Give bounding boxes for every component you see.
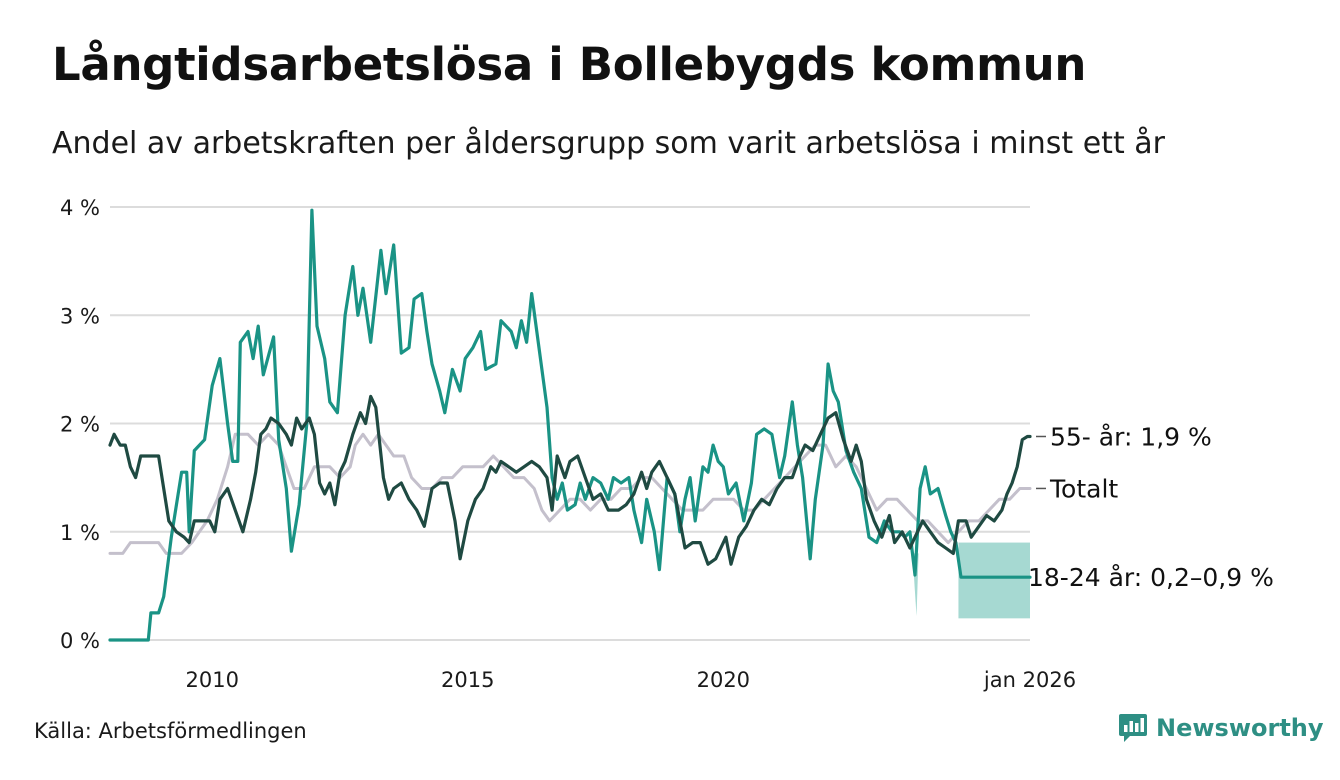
chart-title: Långtidsarbetslösa i Bollebygds kommun bbox=[52, 38, 1087, 91]
newsworthy-logo-icon bbox=[1119, 714, 1147, 742]
brand-name: Newsworthy bbox=[1156, 714, 1324, 742]
brand-logo[interactable]: Newsworthy bbox=[1118, 712, 1324, 744]
series-line-55-r bbox=[108, 394, 1032, 566]
chart-subtitle: Andel av arbetskraften per åldersgrupp s… bbox=[52, 126, 1165, 161]
line-chart: 0 % 1 % 2 % 3 % 4 % 2010 2015 2020 jan 2026 Tota… bbox=[60, 196, 1274, 692]
grid-layer: 0 % 1 % 2 % 3 % 4 % 2010 2015 2020 jan 2026 bbox=[60, 196, 1076, 692]
series-label-18-24: 18-24 år: 0,2–0,9 % bbox=[1028, 563, 1274, 592]
series-label-55: 55- år: 1,9 % bbox=[1050, 422, 1212, 451]
band-layer bbox=[912, 542, 1030, 619]
series-labels: Totalt 18-24 år: 0,2–0,9 % 55- år: 1,9 % bbox=[1028, 422, 1274, 592]
x-tick-label: 2020 bbox=[697, 668, 750, 692]
y-tick-label: 4 % bbox=[60, 196, 100, 220]
series-line-totalt bbox=[108, 432, 1032, 555]
series-label-totalt: Totalt bbox=[1049, 474, 1118, 503]
y-tick-label: 3 % bbox=[60, 304, 100, 328]
y-tick-label: 2 % bbox=[60, 413, 100, 437]
x-tick-label: jan 2026 bbox=[983, 668, 1076, 692]
interval-band-18-24 bbox=[958, 542, 1030, 619]
x-tick-label: 2010 bbox=[185, 668, 238, 692]
source-text: Källa: Arbetsförmedlingen bbox=[34, 719, 307, 743]
x-tick-label: 2015 bbox=[441, 668, 494, 692]
series-line-18-24-r bbox=[108, 208, 1032, 642]
series-layer bbox=[108, 208, 1032, 642]
y-tick-label: 0 % bbox=[60, 629, 100, 653]
y-tick-label: 1 % bbox=[60, 521, 100, 545]
